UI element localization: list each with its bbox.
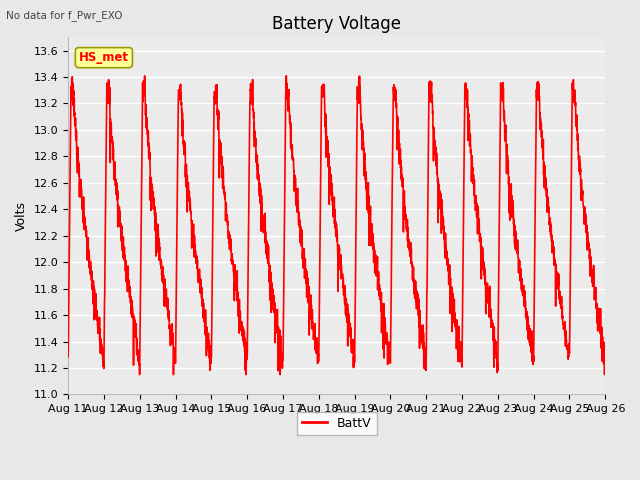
Title: Battery Voltage: Battery Voltage [272, 15, 401, 33]
Legend: BattV: BattV [297, 411, 376, 434]
Y-axis label: Volts: Volts [15, 201, 28, 231]
Text: No data for f_Pwr_EXO: No data for f_Pwr_EXO [6, 10, 123, 21]
Text: HS_met: HS_met [79, 51, 129, 64]
